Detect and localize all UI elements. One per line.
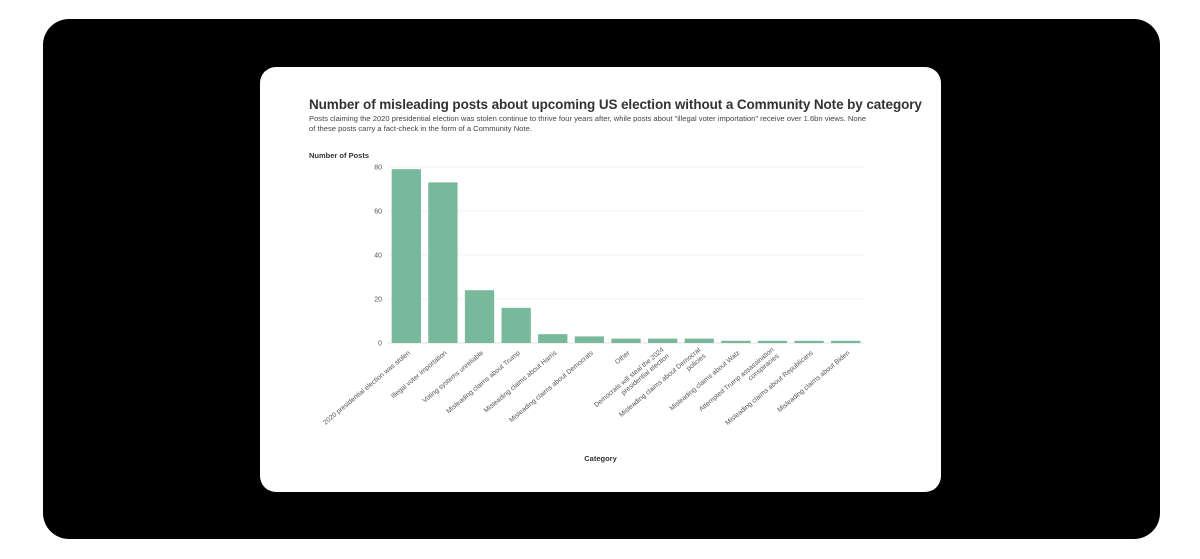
svg-text:Misleading claims about Biden: Misleading claims about Biden bbox=[776, 350, 851, 415]
chart-title: Number of misleading posts about upcomin… bbox=[309, 97, 922, 112]
bar bbox=[831, 340, 861, 343]
x-tick-label: Misleading claims about Trump bbox=[445, 350, 521, 416]
svg-text:Misleading claims about Trump: Misleading claims about Trump bbox=[445, 350, 521, 416]
x-tick-label: Misleading claims about Harris bbox=[483, 349, 559, 414]
bar bbox=[721, 340, 751, 343]
svg-text:Voting systems unreliable: Voting systems unreliable bbox=[422, 350, 486, 405]
chart-card: Number of misleading posts about upcomin… bbox=[260, 67, 941, 492]
bar bbox=[611, 338, 641, 343]
bar bbox=[794, 340, 824, 343]
bar bbox=[574, 336, 605, 343]
bar bbox=[464, 290, 495, 343]
bar bbox=[501, 307, 531, 343]
y-tick-label: 40 bbox=[374, 253, 382, 260]
x-tick-label: Voting systems unreliable bbox=[422, 350, 486, 405]
bar bbox=[757, 340, 788, 343]
x-tick-label: Misleading claims about Democrats bbox=[508, 349, 595, 424]
y-tick-label: 20 bbox=[374, 297, 382, 304]
bar bbox=[428, 182, 458, 343]
chart-subtitle: Posts claiming the 2020 presidential ele… bbox=[309, 114, 867, 133]
bar bbox=[391, 169, 421, 343]
bar bbox=[538, 334, 568, 343]
y-tick-label: 0 bbox=[378, 341, 382, 348]
y-tick-label: 80 bbox=[374, 165, 382, 172]
x-tick-label: Misleading claims about Biden bbox=[776, 350, 851, 415]
bar bbox=[647, 338, 678, 343]
y-axis-label: Number of Posts bbox=[309, 151, 370, 160]
x-axis-label: Category bbox=[584, 454, 617, 463]
svg-text:Misleading claims about Harris: Misleading claims about Harris bbox=[483, 349, 559, 414]
bar bbox=[684, 338, 714, 343]
svg-text:Misleading claims about Democr: Misleading claims about Democrats bbox=[508, 349, 595, 424]
x-tick-label: Other bbox=[614, 349, 632, 366]
svg-text:Other: Other bbox=[614, 349, 632, 366]
y-tick-label: 60 bbox=[374, 209, 382, 216]
